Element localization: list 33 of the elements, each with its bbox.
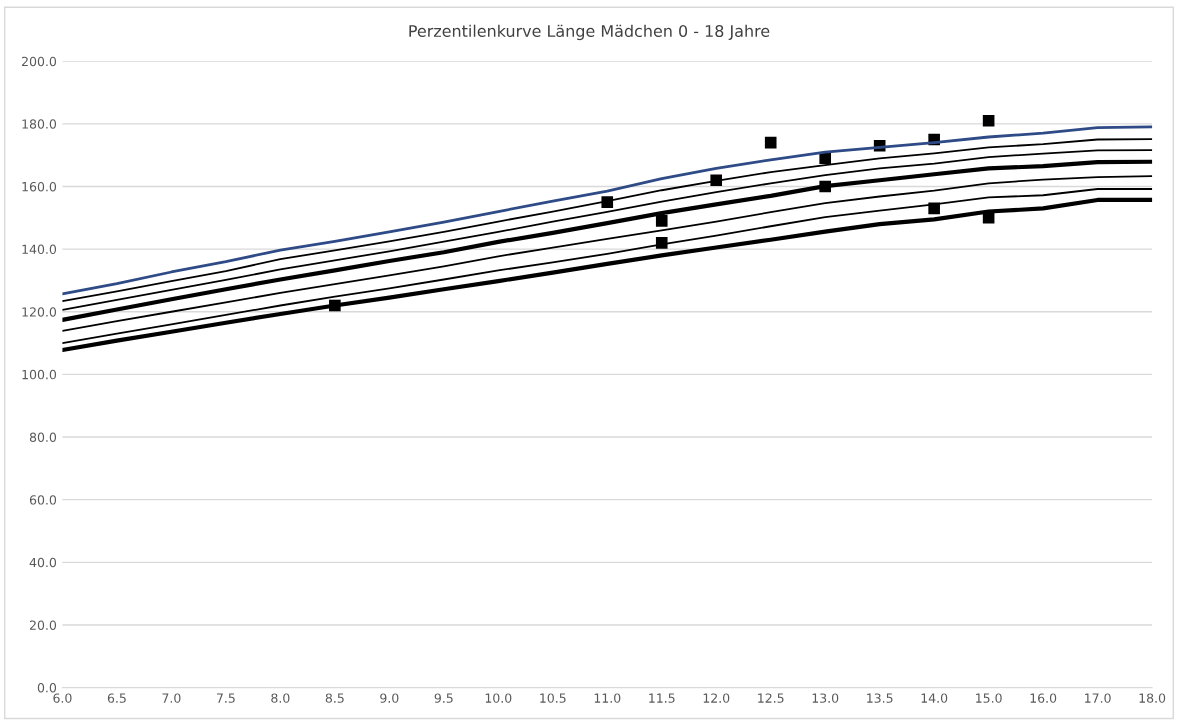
x-tick-label: 9.5 [434,693,453,703]
x-tick-label: 11.0 [594,693,621,703]
x-tick-label: 12.0 [703,693,730,703]
y-tick-label: 60.0 [29,495,57,505]
x-tick-label: 9.0 [380,693,399,703]
x-tick-label: 7.5 [216,693,235,703]
x-tick-label: 6.0 [53,693,72,703]
x-tick-label: 10.0 [485,693,512,703]
x-tick-label: 13.0 [812,693,839,703]
y-tick-label: 160.0 [22,181,57,192]
y-tick-label: 120.0 [22,307,57,317]
x-tick-label: 11.5 [649,693,675,703]
x-tick-label: 17.0 [1085,693,1111,703]
y-tick-label: 100.0 [22,369,57,380]
x-tick-label: 6.5 [107,693,126,703]
y-tick-label: 0.0 [37,683,57,693]
y-tick-label: 20.0 [29,620,57,630]
x-tick-label: 15.0 [976,693,1002,703]
y-tick-label: 40.0 [29,557,57,568]
x-tick-label: 18.0 [1139,693,1166,703]
y-tick-label: 80.0 [29,432,57,442]
x-tick-label: 14.0 [921,693,948,703]
chart-title: Perzentilenkurve Länge Mädchen 0 - 18 Jahre [409,24,770,41]
y-tick-label: 180.0 [22,119,57,129]
x-tick-label: 10.5 [540,693,566,703]
x-tick-label: 8.5 [325,693,344,703]
x-tick-label: 8.0 [271,693,290,703]
x-tick-label: 13.5 [867,693,893,703]
x-tick-label: 7.0 [162,693,181,703]
x-tick-label: 16.0 [1030,693,1057,703]
x-tick-label: 12.5 [758,693,784,703]
y-tick-label: 200.0 [22,56,57,67]
y-tick-label: 140.0 [22,244,57,255]
